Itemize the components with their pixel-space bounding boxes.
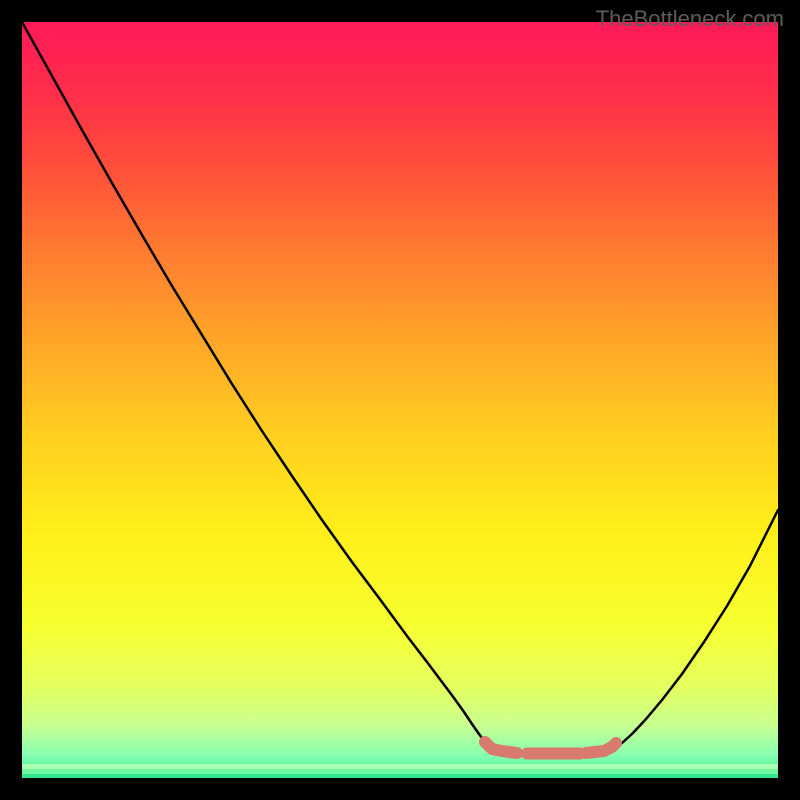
chart-plot-area <box>22 22 778 778</box>
watermark-text: TheBottleneck.com <box>596 6 784 32</box>
main-curve-path <box>22 22 778 754</box>
bottleneck-curve <box>22 22 778 778</box>
highlight-marker <box>485 742 616 754</box>
